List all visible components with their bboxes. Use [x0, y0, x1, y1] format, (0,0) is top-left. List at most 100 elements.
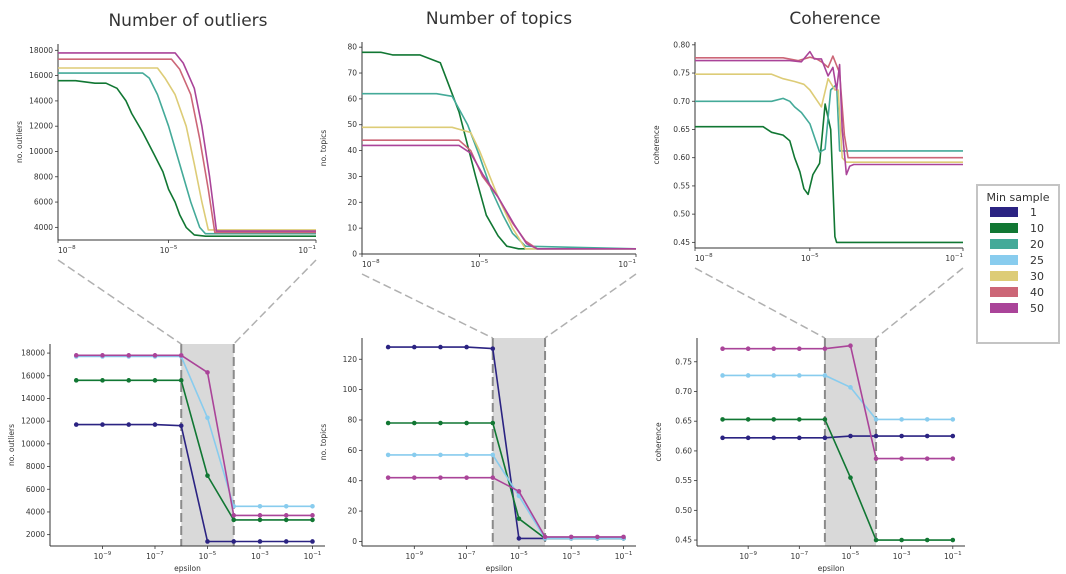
data-point-1 — [490, 346, 496, 351]
x-axis-label: epsilon — [486, 564, 513, 573]
y-axis-label: no. topics — [319, 424, 328, 460]
data-point-50 — [438, 475, 443, 480]
legend-label: 30 — [1030, 269, 1044, 283]
data-point-25 — [464, 452, 469, 458]
data-point-50 — [745, 346, 751, 351]
y-tick-label: 50 — [347, 120, 357, 129]
legend-item-20: 20 — [990, 236, 1058, 252]
legend-item-40: 40 — [990, 284, 1058, 300]
data-point-10 — [412, 420, 417, 426]
x-tick-label: 10−9 — [739, 551, 757, 561]
data-point-1 — [899, 433, 904, 439]
data-point-10 — [464, 420, 469, 426]
series-line-1 — [722, 435, 953, 439]
data-point-1 — [950, 433, 956, 439]
zoom-connector-left — [694, 267, 826, 339]
data-point-10 — [205, 473, 210, 478]
x-tick-label: 10−1 — [298, 245, 316, 255]
chart-panel-4: 0 20 40 60 80 100 120 10−9 10−7 10−5 10−3 10−1 no. t… — [319, 338, 636, 573]
y-tick-label: 40 — [347, 146, 357, 155]
series-line-30 — [695, 73, 963, 163]
x-tick-label: 10−5 — [199, 551, 217, 561]
y-tick-label: 14000 — [21, 394, 45, 403]
y-tick-label: 0.80 — [673, 40, 690, 49]
series-line-30 — [58, 67, 316, 231]
data-point-10 — [73, 378, 79, 383]
data-point-50 — [257, 513, 263, 518]
y-tick-label: 16000 — [21, 371, 45, 380]
y-axis-label: coherence — [652, 125, 661, 164]
series-line-50 — [388, 476, 624, 538]
x-tick-label: 10−8 — [362, 259, 380, 269]
data-point-1 — [745, 435, 751, 441]
chart-panel-2: 0.45 0.50 0.55 0.60 0.65 0.70 0.75 0.80 10−8 10−5… — [652, 40, 964, 263]
coherence-panel-title: Coherence — [789, 9, 880, 29]
data-point-50 — [568, 534, 574, 540]
data-point-10 — [100, 378, 105, 383]
x-tick-label: 10−1 — [618, 259, 636, 269]
data-point-25 — [822, 373, 828, 378]
y-tick-label: 0.75 — [673, 69, 690, 78]
x-tick-label: 10−8 — [695, 253, 713, 263]
legend-label: 20 — [1030, 237, 1044, 251]
data-point-1 — [771, 435, 777, 441]
legend-rows: 1 10 20 25 30 40 50 — [978, 204, 1058, 316]
y-tick-label: 0.50 — [675, 506, 692, 515]
y-tick-label: 0.65 — [673, 125, 690, 134]
legend-label: 25 — [1030, 253, 1044, 267]
y-tick-label: 10000 — [29, 147, 53, 156]
y-tick-label: 4000 — [34, 223, 53, 232]
y-tick-label: 20 — [347, 198, 357, 207]
data-point-25 — [438, 452, 443, 458]
y-tick-label: 12000 — [29, 122, 53, 131]
series-line-20 — [58, 72, 316, 235]
series-line-25 — [76, 355, 313, 508]
series-line-50 — [76, 354, 313, 517]
data-point-25 — [490, 452, 496, 458]
data-point-1 — [310, 539, 315, 544]
data-point-25 — [797, 373, 802, 378]
data-point-25 — [385, 452, 391, 458]
x-tick-label: 10−9 — [94, 551, 112, 561]
data-point-10 — [257, 517, 263, 523]
data-point-1 — [385, 344, 391, 350]
data-point-10 — [720, 417, 725, 422]
data-point-50 — [848, 343, 853, 349]
data-point-50 — [873, 456, 879, 461]
data-point-10 — [924, 537, 930, 543]
x-tick-label: 10−5 — [842, 551, 860, 561]
zoom-connector-right — [233, 259, 317, 345]
legend-swatch — [990, 271, 1018, 281]
legend-item-50: 50 — [990, 300, 1058, 316]
y-tick-label: 80 — [347, 415, 357, 424]
y-tick-label: 8000 — [26, 462, 45, 471]
x-tick-label: 10−7 — [790, 551, 808, 561]
x-tick-label: 10−3 — [251, 551, 269, 561]
y-tick-label: 0.75 — [675, 357, 692, 366]
y-tick-label: 60 — [347, 446, 357, 455]
legend-label: 10 — [1030, 221, 1044, 235]
legend-item-1: 1 — [990, 204, 1058, 220]
x-tick-label: 10−1 — [304, 551, 322, 561]
data-point-50 — [542, 534, 548, 540]
legend: Min sample 1 10 20 25 30 40 50 — [976, 184, 1060, 344]
data-point-1 — [848, 433, 853, 439]
y-tick-label: 100 — [343, 385, 358, 394]
y-tick-label: 30 — [347, 172, 357, 181]
data-point-50 — [899, 456, 904, 461]
y-tick-label: 2000 — [26, 530, 45, 539]
x-tick-label: 10−5 — [471, 259, 489, 269]
series-line-30 — [362, 126, 636, 250]
y-axis-label: no. topics — [319, 130, 328, 166]
data-point-1 — [797, 435, 802, 441]
data-point-50 — [412, 475, 417, 480]
y-tick-label: 18000 — [29, 46, 53, 55]
series-line-50 — [58, 52, 316, 232]
data-point-25 — [771, 373, 777, 378]
y-tick-label: 12000 — [21, 417, 45, 426]
x-tick-label: 10−8 — [58, 245, 76, 255]
y-tick-label: 0.50 — [673, 210, 690, 219]
data-point-1 — [178, 423, 184, 429]
data-point-50 — [310, 513, 315, 518]
zoom-connector-right — [875, 267, 964, 339]
